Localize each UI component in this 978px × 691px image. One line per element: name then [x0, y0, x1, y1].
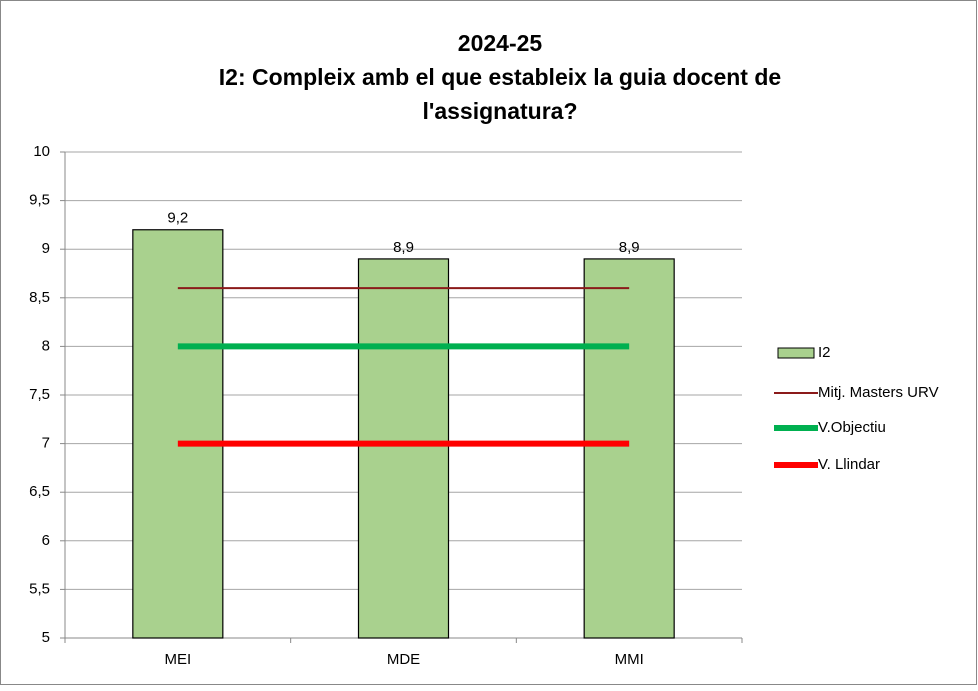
chart-title: l'assignatura?: [422, 98, 577, 124]
legend-label: V.Objectiu: [818, 419, 886, 436]
chart-title: I2: Compleix amb el que estableix la gui…: [219, 64, 781, 90]
chart-title: 2024-25: [458, 30, 543, 56]
bar: [357, 258, 450, 639]
x-tick-label: MEI: [164, 651, 191, 668]
y-tick-label: 6,5: [29, 483, 50, 500]
y-tick-label: 9: [42, 240, 50, 257]
y-tick-label: 5,5: [29, 580, 50, 597]
y-tick-label: 10: [33, 143, 50, 160]
y-tick-label: 7,5: [29, 386, 50, 403]
y-tick-label: 6: [42, 532, 50, 549]
y-tick-label: 7: [42, 435, 50, 452]
value-label: 9,2: [167, 210, 188, 227]
bar: [132, 229, 224, 639]
y-tick-label: 9,5: [29, 192, 50, 209]
y-tick-label: 8: [42, 337, 50, 354]
x-tick-label: MDE: [387, 651, 420, 668]
legend-swatch: [777, 347, 815, 359]
y-tick-label: 5: [42, 629, 50, 646]
bar: [583, 258, 675, 639]
legend-label: I2: [818, 344, 831, 361]
value-label: 8,9: [619, 239, 640, 256]
legend-label: Mitj. Masters URV: [818, 384, 939, 401]
x-tick-label: MMI: [615, 651, 644, 668]
y-tick-label: 8,5: [29, 289, 50, 306]
legend-label: V. Llindar: [818, 456, 880, 473]
value-label: 8,9: [393, 239, 414, 256]
